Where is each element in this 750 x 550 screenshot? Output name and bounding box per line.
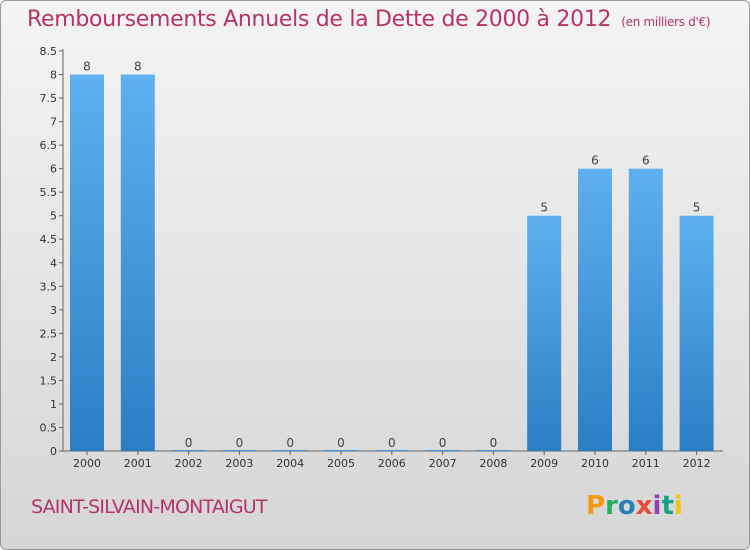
value-label-2010: 6 bbox=[591, 154, 599, 168]
y-tick-label: 2.5 bbox=[40, 327, 58, 340]
y-tick-label: 3.5 bbox=[40, 280, 58, 293]
y-tick-label: 6 bbox=[50, 163, 57, 176]
place-name: SAINT-SILVAIN-MONTAIGUT bbox=[31, 496, 268, 518]
y-tick-label: 6.5 bbox=[40, 139, 58, 152]
y-tick-label: 0.5 bbox=[40, 421, 58, 434]
y-tick-label: 0 bbox=[50, 445, 57, 458]
bar-2003 bbox=[222, 450, 257, 451]
y-tick-label: 2 bbox=[50, 351, 57, 364]
x-tick-label: 2007 bbox=[429, 457, 457, 470]
x-tick-label: 2001 bbox=[124, 457, 152, 470]
x-tick-label: 2012 bbox=[683, 457, 711, 470]
x-tick-label: 2003 bbox=[225, 457, 253, 470]
x-tick-label: 2000 bbox=[73, 457, 101, 470]
value-label-2002: 0 bbox=[185, 436, 193, 450]
value-label-2000: 8 bbox=[83, 60, 91, 74]
chart-unit: (en milliers d'€) bbox=[621, 15, 711, 29]
value-label-2007: 0 bbox=[439, 436, 447, 450]
value-label-2003: 0 bbox=[236, 436, 244, 450]
value-label-2011: 6 bbox=[642, 154, 650, 168]
value-label-2004: 0 bbox=[286, 436, 294, 450]
bar-2001 bbox=[120, 74, 155, 451]
bar-2009 bbox=[527, 215, 562, 451]
y-tick-label: 1 bbox=[50, 398, 57, 411]
bar-2008 bbox=[476, 450, 511, 451]
x-tick-label: 2002 bbox=[175, 457, 203, 470]
chart-title-text: Remboursements Annuels de la Dette de 20… bbox=[27, 7, 612, 32]
value-label-2006: 0 bbox=[388, 436, 396, 450]
x-tick-label: 2008 bbox=[479, 457, 507, 470]
x-tick-label: 2005 bbox=[327, 457, 355, 470]
y-tick-label: 4.5 bbox=[40, 233, 58, 246]
value-label-2005: 0 bbox=[337, 436, 345, 450]
value-label-2008: 0 bbox=[490, 436, 498, 450]
y-tick-label: 5.5 bbox=[40, 186, 58, 199]
bar-2005 bbox=[324, 450, 358, 451]
bar-2010 bbox=[578, 168, 612, 451]
y-tick-label: 1.5 bbox=[40, 374, 58, 387]
x-tick-label: 2004 bbox=[276, 457, 304, 470]
bar-2007 bbox=[425, 450, 460, 451]
bar-2006 bbox=[374, 450, 409, 451]
x-tick-label: 2006 bbox=[378, 457, 406, 470]
y-tick-label: 7 bbox=[50, 116, 57, 129]
y-tick-label: 5 bbox=[50, 210, 57, 223]
bar-2000 bbox=[70, 74, 104, 451]
value-label-2012: 5 bbox=[693, 201, 701, 215]
y-tick-label: 7.5 bbox=[40, 92, 58, 105]
chart-title: Remboursements Annuels de la Dette de 20… bbox=[27, 7, 711, 32]
value-label-2001: 8 bbox=[134, 60, 142, 74]
x-tick-label: 2009 bbox=[530, 457, 558, 470]
bar-2004 bbox=[273, 450, 308, 451]
bar-2012 bbox=[679, 215, 714, 451]
x-tick-label: 2011 bbox=[632, 457, 660, 470]
y-tick-label: 8 bbox=[50, 69, 57, 82]
y-tick-label: 8.5 bbox=[40, 45, 58, 58]
y-tick-label: 4 bbox=[50, 257, 57, 270]
value-label-2009: 5 bbox=[540, 201, 548, 215]
proxiti-logo: Proxiti bbox=[586, 491, 683, 521]
x-tick-label: 2010 bbox=[581, 457, 609, 470]
bar-2002 bbox=[171, 450, 206, 451]
bar-2011 bbox=[628, 168, 663, 451]
chart-axes: 0 0.5 1 1.5 2 2.5 3 3.5 4 4.5 5 5.5 6 6.5 7 7.5 8 8.5 2000… bbox=[40, 45, 723, 470]
chart-bars: 8 8 0 0 0 0 0 0 0 5 6 6 5 bbox=[70, 60, 714, 451]
y-tick-label: 3 bbox=[50, 304, 57, 317]
